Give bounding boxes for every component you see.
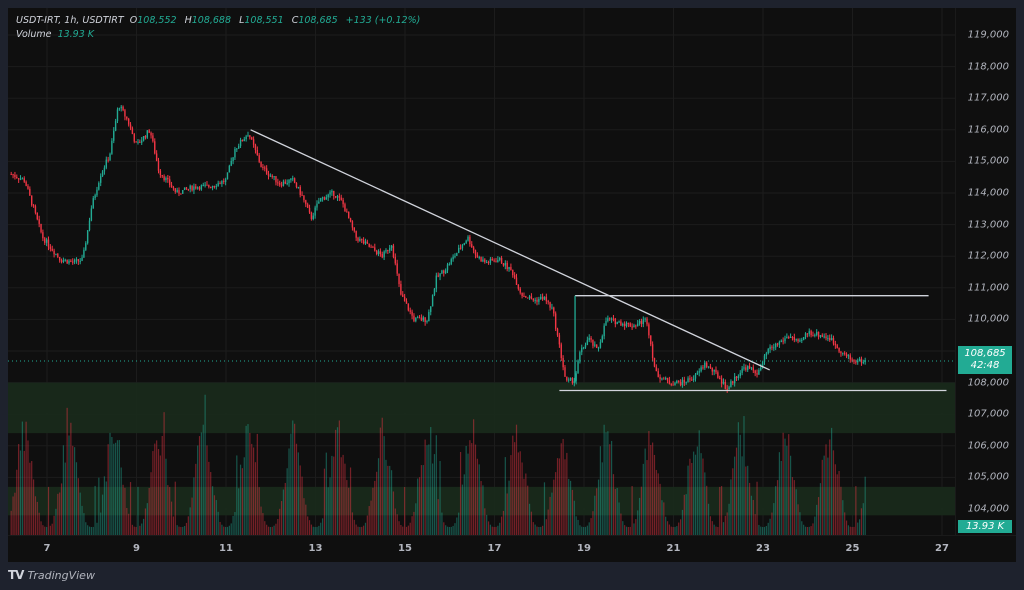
high-label: H bbox=[184, 15, 192, 26]
time-tick-label: 13 bbox=[308, 543, 323, 554]
time-tick-label: 7 bbox=[43, 543, 51, 554]
time-tick-label: 15 bbox=[398, 543, 412, 554]
price-tick-label: 117,000 bbox=[967, 92, 1009, 104]
price-tick-label: 116,000 bbox=[967, 124, 1009, 136]
last-price: 108,685 bbox=[964, 347, 1006, 359]
time-tick-label: 27 bbox=[935, 543, 949, 554]
price-chart bbox=[8, 8, 955, 535]
high-value: 108,688 bbox=[191, 15, 232, 26]
volume-tag: 13.93 K bbox=[958, 520, 1012, 533]
close-value: 108,685 bbox=[298, 15, 338, 26]
brand-name[interactable]: TradingView bbox=[27, 568, 95, 582]
price-tick-label: 119,000 bbox=[967, 29, 1009, 41]
price-tick-label: 113,000 bbox=[967, 219, 1009, 231]
last-price-tag: 108,685 42:48 bbox=[958, 345, 1012, 374]
price-tick-label: 107,000 bbox=[967, 408, 1009, 420]
price-tick-label: 115,000 bbox=[967, 155, 1009, 167]
time-tick-label: 11 bbox=[219, 543, 233, 554]
footer: TV TradingView bbox=[8, 568, 95, 582]
tradingview-logo-icon[interactable]: TV bbox=[8, 568, 25, 582]
close-label: C bbox=[291, 15, 299, 26]
open-label: O bbox=[129, 15, 138, 26]
low-value: 108,551 bbox=[244, 15, 284, 26]
price-tick-label: 112,000 bbox=[967, 250, 1009, 262]
change-value: +133 (+0.12%) bbox=[345, 15, 421, 26]
time-tick-label: 9 bbox=[133, 543, 140, 554]
price-tick-label: 118,000 bbox=[967, 61, 1009, 73]
time-tick-label: 17 bbox=[487, 543, 502, 554]
price-tick-label: 105,000 bbox=[967, 471, 1009, 483]
volume-value: 13.93 K bbox=[57, 29, 95, 40]
time-axis[interactable]: 7 9 11 13 15 17 19 21 23 25 27 bbox=[8, 535, 1016, 563]
time-tick-label: 19 bbox=[577, 543, 591, 554]
open-value: 108,552 bbox=[137, 15, 177, 26]
time-tick-label: 23 bbox=[756, 543, 770, 554]
symbol-info[interactable]: USDT-IRT, 1h, USDTIRT bbox=[16, 15, 124, 26]
price-tick-label: 111,000 bbox=[967, 282, 1009, 294]
volume-label[interactable]: Volume bbox=[16, 29, 52, 40]
price-tick-label: 108,000 bbox=[967, 377, 1009, 389]
price-tick-label: 106,000 bbox=[967, 440, 1009, 452]
plot-area[interactable] bbox=[8, 8, 955, 535]
ohlc-legend: USDT-IRT, 1h, USDTIRT O108,552 H108,688 … bbox=[16, 14, 425, 42]
bar-countdown: 42:48 bbox=[970, 359, 1000, 371]
price-tick-label: 114,000 bbox=[967, 187, 1009, 199]
time-tick-label: 25 bbox=[845, 543, 860, 554]
chart-container[interactable]: USDT-IRT, 1h, USDTIRT O108,552 H108,688 … bbox=[8, 8, 1016, 562]
price-axis[interactable]: 119,000 118,000 117,000 116,000 115,000 114,0… bbox=[955, 8, 1017, 535]
price-tick-label: 104,000 bbox=[967, 503, 1009, 515]
time-tick-label: 21 bbox=[666, 543, 681, 554]
price-tick-label: 110,000 bbox=[967, 313, 1009, 325]
low-label: L bbox=[239, 15, 245, 26]
